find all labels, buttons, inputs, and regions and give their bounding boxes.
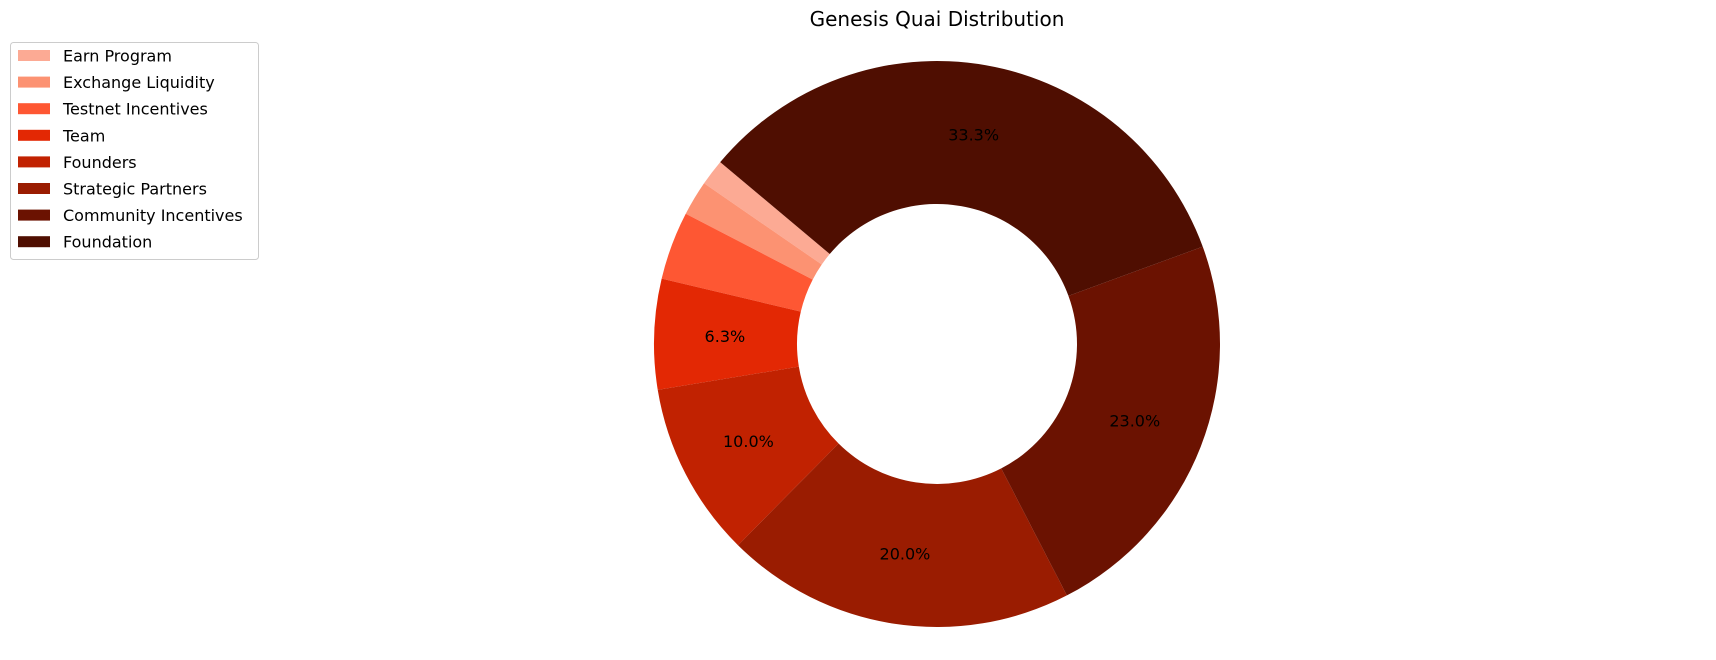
legend-label-testnet-incentives: Testnet Incentives <box>62 100 208 119</box>
slice-strategic-partners <box>738 443 1067 628</box>
percent-label-team: 6.3% <box>705 327 746 346</box>
legend-swatch-community-incentives <box>18 209 50 221</box>
legend-label-team: Team <box>62 126 105 145</box>
slice-community-incentives <box>1001 246 1220 596</box>
legend-label-community-incentives: Community Incentives <box>63 206 243 225</box>
slice-founders <box>657 366 839 546</box>
slices-layer <box>654 60 1220 628</box>
legend-label-earn-program: Earn Program <box>63 47 172 66</box>
percent-label-founders: 10.0% <box>723 432 774 451</box>
legend-swatch-strategic-partners <box>18 183 50 194</box>
legend-swatch-testnet-incentives <box>18 103 50 115</box>
slice-earn-program <box>704 162 830 265</box>
legend-swatch-foundation <box>18 236 50 248</box>
chart-title: Genesis Quai Distribution <box>810 7 1065 31</box>
legend-swatch-founders <box>18 156 50 168</box>
slice-exchange-liquidity <box>685 183 822 280</box>
legend-label-strategic-partners: Strategic Partners <box>63 180 207 199</box>
slice-testnet-incentives <box>661 213 813 312</box>
legend-swatch-team <box>18 129 50 141</box>
legend: Earn Program Exchange Liquidity Testnet In… <box>10 42 259 260</box>
percent-label-strategic-partners: 20.0% <box>880 544 931 563</box>
legend-frame <box>10 42 259 260</box>
legend-swatch-exchange-liquidity <box>18 76 50 88</box>
slice-foundation <box>720 60 1203 296</box>
legend-label-foundation: Foundation <box>63 233 152 252</box>
percent-label-foundation: 33.3% <box>948 125 999 144</box>
percent-labels-layer: 6.3% 10.0% 20.0% 23.0% 33.3% <box>705 125 1161 563</box>
legend-items: Earn Program Exchange Liquidity Testnet In… <box>18 47 243 252</box>
legend-label-founders: Founders <box>63 153 137 172</box>
slice-team <box>654 278 801 390</box>
percent-label-community-incentives: 23.0% <box>1109 412 1160 431</box>
legend-swatch-earn-program <box>18 50 50 61</box>
legend-label-exchange-liquidity: Exchange Liquidity <box>63 73 215 92</box>
